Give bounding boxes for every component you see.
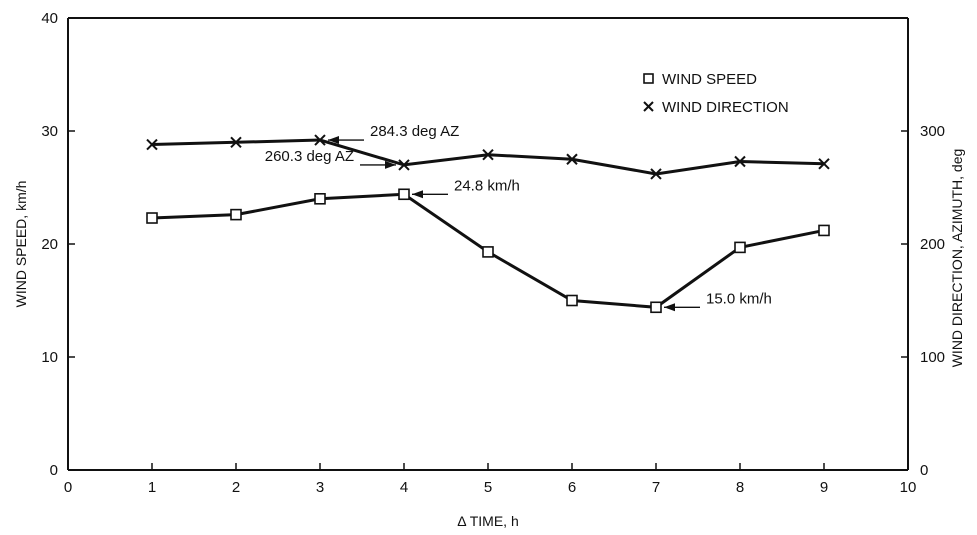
legend-square-marker [643, 73, 654, 84]
annotation: 24.8 km/h [412, 177, 520, 199]
data-point-wind-direction [314, 134, 326, 146]
data-point-wind-speed [650, 301, 662, 314]
left-y-tick-label: 0 [50, 462, 58, 479]
data-point-wind-speed [734, 241, 746, 254]
axes [67, 17, 909, 471]
data-point-wind-speed [482, 246, 494, 258]
left-y-tick-label: 20 [41, 236, 58, 253]
data-point-wind-direction [566, 153, 578, 165]
right-y-tick-label: 200 [920, 236, 945, 253]
x-tick-label: 2 [232, 479, 240, 496]
x-tick-label: 1 [148, 479, 156, 496]
x-tick-label: 9 [820, 479, 828, 496]
right-y-ticks: 0 100 200 300 [901, 123, 945, 479]
data-point-wind-direction [734, 155, 746, 168]
left-y-ticks: 0 10 20 30 40 [41, 10, 75, 479]
data-point-wind-direction [230, 136, 242, 149]
annotation-label: 260.3 deg AZ [265, 148, 354, 165]
annotation-arrowhead [412, 190, 423, 199]
right-y-tick-label: 100 [920, 349, 945, 366]
legend-label-wind-direction: WIND DIRECTION [662, 99, 789, 116]
x-tick-label: 0 [64, 479, 72, 496]
x-tick-label: 3 [316, 479, 324, 496]
data-point-wind-speed [818, 224, 830, 237]
right-y-axis-title: WIND DIRECTION, AZIMUTH, deg [949, 149, 965, 368]
series-layer [146, 134, 830, 314]
data-point-wind-speed [566, 294, 578, 307]
annotation-layer: 284.3 deg AZ 260.3 deg AZ 24.8 km/h 15.0 km… [265, 123, 772, 312]
legend-item-wind-direction: WIND DIRECTION [643, 99, 789, 116]
annotation-arrowhead [328, 136, 339, 145]
left-y-tick-label: 40 [41, 10, 58, 27]
left-y-tick-label: 10 [41, 349, 58, 366]
legend-item-wind-speed: WIND SPEED [643, 71, 757, 88]
x-tick-label: 7 [652, 479, 660, 496]
annotation-label: 15.0 km/h [706, 290, 772, 307]
data-point-wind-speed [314, 193, 326, 205]
annotation-arrowhead [385, 160, 396, 169]
data-point-wind-direction [398, 159, 410, 171]
data-point-wind-speed [146, 212, 158, 224]
x-tick-label: 4 [400, 479, 408, 496]
annotation: 284.3 deg AZ [328, 123, 459, 145]
x-tick-label: 5 [484, 479, 492, 496]
legend-label-wind-speed: WIND SPEED [662, 71, 757, 88]
left-y-tick-label: 30 [41, 123, 58, 140]
data-point-wind-speed [398, 188, 410, 201]
annotation: 260.3 deg AZ [265, 148, 396, 169]
data-point-wind-direction [650, 168, 662, 180]
data-point-wind-direction [146, 138, 158, 151]
data-point-wind-direction [818, 158, 830, 170]
x-tick-label: 10 [900, 479, 917, 496]
legend-x-marker [643, 101, 654, 112]
annotation-arrowhead [664, 303, 675, 312]
x-tick-label: 6 [568, 479, 576, 496]
right-y-tick-label: 0 [920, 462, 928, 479]
data-point-wind-speed [230, 208, 242, 221]
right-y-tick-label: 300 [920, 123, 945, 140]
annotation-label: 284.3 deg AZ [370, 123, 459, 140]
legend: WIND SPEED WIND DIRECTION [643, 71, 789, 116]
x-ticks: 0 1 2 3 4 5 6 7 8 9 10 [64, 463, 917, 496]
x-tick-label: 8 [736, 479, 744, 496]
data-point-wind-direction [482, 149, 494, 161]
annotation-label: 24.8 km/h [454, 177, 520, 194]
annotation: 15.0 km/h [664, 290, 772, 312]
left-y-axis-title: WIND SPEED, km/h [13, 181, 29, 308]
x-axis-title: Δ TIME, h [457, 513, 518, 529]
series-line-wind-direction [151, 138, 825, 176]
